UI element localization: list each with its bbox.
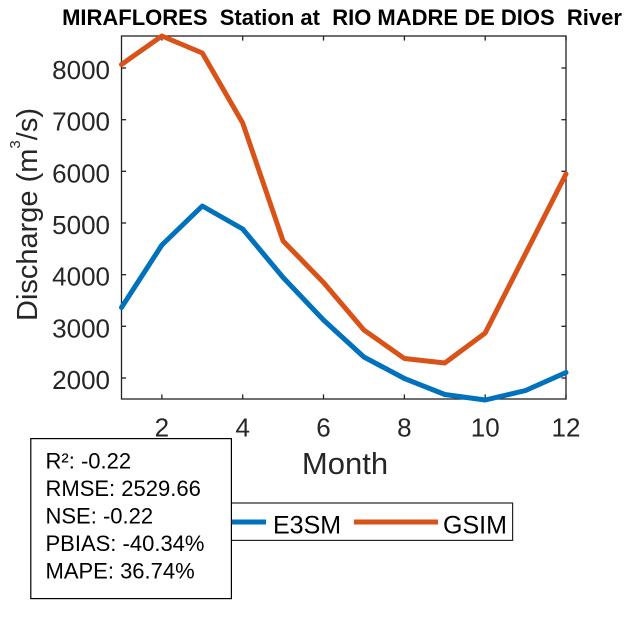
svg-text:7000: 7000 [52, 107, 110, 137]
svg-text:6: 6 [316, 413, 330, 443]
svg-text:MIRAFLORES Station at RIO MA: MIRAFLORES Station at RIO MADRE DE DIOS … [62, 5, 622, 30]
svg-text:10: 10 [471, 413, 500, 443]
svg-text:5000: 5000 [52, 210, 110, 240]
svg-text:8: 8 [397, 413, 411, 443]
svg-text:E3SM: E3SM [273, 512, 341, 540]
svg-text:R²: -0.22: R²: -0.22 [46, 449, 132, 474]
svg-text:8000: 8000 [52, 55, 110, 85]
svg-text:3000: 3000 [52, 313, 110, 343]
svg-text:4000: 4000 [52, 262, 110, 292]
svg-text:Month: Month [302, 446, 388, 481]
svg-text:NSE: -0.22: NSE: -0.22 [46, 504, 154, 529]
svg-text:4: 4 [235, 413, 249, 443]
svg-text:2: 2 [155, 413, 169, 443]
svg-text:PBIAS: -40.34%: PBIAS: -40.34% [46, 531, 205, 556]
svg-text:GSIM: GSIM [443, 512, 507, 540]
svg-text:RMSE: 2529.66: RMSE: 2529.66 [46, 476, 201, 501]
svg-text:MAPE: 36.74%: MAPE: 36.74% [46, 559, 195, 584]
svg-text:6000: 6000 [52, 158, 110, 188]
svg-text:12: 12 [552, 413, 581, 443]
svg-text:2000: 2000 [52, 365, 110, 395]
svg-text:Discharge (m3/s): Discharge (m3/s) [7, 108, 44, 321]
